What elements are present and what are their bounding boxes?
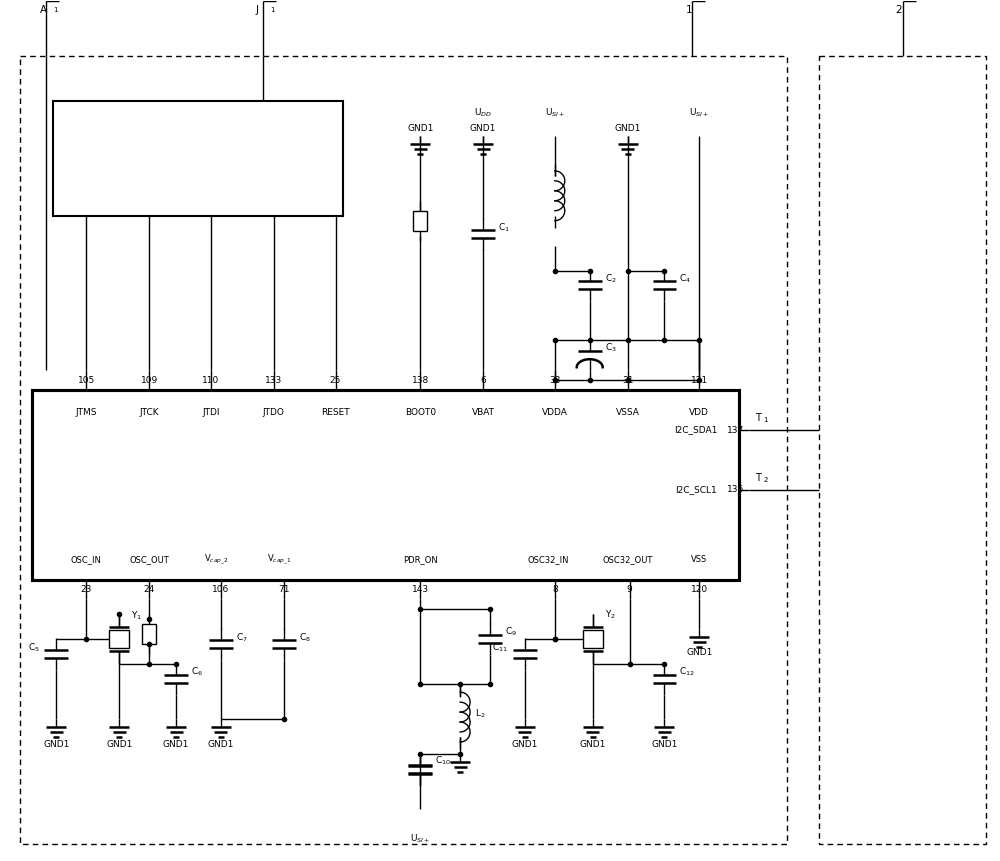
Text: V$_{cap\_2}$: V$_{cap\_2}$ (204, 553, 228, 567)
Text: T: T (755, 473, 761, 483)
Text: 23: 23 (81, 585, 92, 594)
Text: L$_2$: L$_2$ (475, 708, 486, 721)
Text: 6: 6 (480, 375, 486, 385)
Text: 1: 1 (270, 8, 274, 14)
Text: JTDO: JTDO (263, 407, 285, 417)
Text: 33: 33 (549, 375, 561, 385)
Text: 1: 1 (763, 417, 768, 423)
Text: C$_1$: C$_1$ (498, 221, 510, 234)
Text: C$_5$: C$_5$ (28, 641, 39, 653)
Text: 9: 9 (627, 585, 632, 594)
Text: C$_9$: C$_9$ (505, 625, 517, 638)
Text: 2: 2 (896, 5, 902, 15)
Text: OSC32_OUT: OSC32_OUT (602, 555, 653, 564)
Text: GND1: GND1 (686, 647, 713, 657)
Text: C$_3$: C$_3$ (605, 341, 617, 354)
Text: OSC_IN: OSC_IN (71, 555, 102, 564)
Text: GND1: GND1 (470, 125, 496, 133)
Text: J: J (256, 5, 259, 15)
Text: JTMS: JTMS (76, 407, 97, 417)
Text: GND1: GND1 (43, 740, 70, 749)
Text: GND1: GND1 (651, 740, 678, 749)
Text: OSC32_IN: OSC32_IN (527, 555, 569, 564)
Text: VDD: VDD (689, 407, 709, 417)
Text: 1: 1 (53, 8, 58, 14)
Text: 143: 143 (412, 585, 429, 594)
Text: 120: 120 (691, 585, 708, 594)
Text: BOOT0: BOOT0 (405, 407, 436, 417)
Text: VDDA: VDDA (542, 407, 568, 417)
Text: C$_6$: C$_6$ (191, 666, 203, 678)
Text: U$_{SI+}$: U$_{SI+}$ (689, 107, 710, 120)
Text: 121: 121 (691, 375, 708, 385)
Text: 31: 31 (622, 375, 633, 385)
Text: 137: 137 (727, 425, 745, 435)
Text: V$_{cap\_1}$: V$_{cap\_1}$ (267, 553, 291, 567)
Text: C$_{10}$: C$_{10}$ (435, 755, 451, 767)
Text: Y$_1$: Y$_1$ (131, 609, 142, 622)
Text: C$_{12}$: C$_{12}$ (679, 666, 695, 678)
Text: U$_{SI+}$: U$_{SI+}$ (545, 107, 565, 120)
Text: C$_4$: C$_4$ (679, 272, 691, 285)
Text: GND1: GND1 (163, 740, 189, 749)
Text: 133: 133 (265, 375, 282, 385)
Text: I2C_SCL1: I2C_SCL1 (676, 486, 717, 494)
Text: RESET: RESET (321, 407, 350, 417)
Text: C$_7$: C$_7$ (236, 631, 248, 643)
Text: JTDI: JTDI (202, 407, 220, 417)
Text: GND1: GND1 (208, 740, 234, 749)
Text: 109: 109 (141, 375, 158, 385)
Text: GND1: GND1 (580, 740, 606, 749)
Text: 1: 1 (685, 5, 692, 15)
Text: U$_{SI+}$: U$_{SI+}$ (410, 833, 430, 845)
Text: A: A (39, 5, 47, 15)
Text: Y$_2$: Y$_2$ (605, 608, 616, 621)
Text: 24: 24 (144, 585, 155, 594)
Text: GND1: GND1 (407, 125, 433, 133)
Text: 71: 71 (278, 585, 289, 594)
Text: 136: 136 (727, 486, 745, 494)
Text: VSSA: VSSA (616, 407, 640, 417)
Text: OSC_OUT: OSC_OUT (129, 555, 169, 564)
Text: GND1: GND1 (106, 740, 132, 749)
Text: C$_2$: C$_2$ (605, 272, 616, 285)
Text: GND1: GND1 (512, 740, 538, 749)
Text: 106: 106 (212, 585, 230, 594)
Text: 110: 110 (202, 375, 220, 385)
Text: 8: 8 (552, 585, 558, 594)
Text: C$_8$: C$_8$ (299, 631, 311, 643)
Text: VSS: VSS (691, 555, 707, 564)
Text: C$_{11}$: C$_{11}$ (492, 641, 508, 653)
Text: 138: 138 (412, 375, 429, 385)
Text: VBAT: VBAT (472, 407, 495, 417)
Text: GND1: GND1 (614, 125, 641, 133)
Text: I2C_SDA1: I2C_SDA1 (674, 425, 717, 435)
Text: 105: 105 (78, 375, 95, 385)
Text: JTCK: JTCK (139, 407, 159, 417)
Text: U$_{DD}$: U$_{DD}$ (474, 107, 492, 120)
Text: 2: 2 (763, 477, 768, 483)
Text: 25: 25 (330, 375, 341, 385)
Text: T: T (755, 413, 761, 423)
Text: PDR_ON: PDR_ON (403, 555, 438, 564)
